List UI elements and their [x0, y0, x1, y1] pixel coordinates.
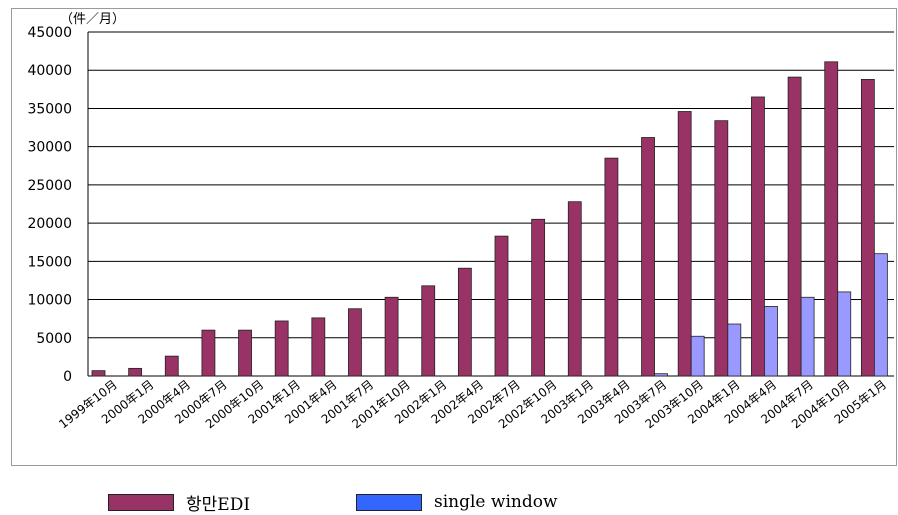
y-tick-label-4: 20000 — [27, 216, 72, 232]
bar-0-15 — [641, 137, 655, 377]
legend-item-edi: 항만EDI — [108, 490, 251, 515]
bar-0-0 — [91, 370, 106, 377]
bar-0-6 — [311, 317, 326, 377]
bar-0-14 — [604, 157, 619, 377]
bar-1-17 — [727, 323, 742, 377]
y-tick-label-6: 30000 — [27, 140, 72, 156]
legend-swatch-single-window — [356, 493, 422, 511]
bar-0-17 — [714, 120, 729, 377]
bar-0-1 — [128, 367, 143, 377]
bar-0-10 — [457, 267, 472, 377]
bar-0-4 — [238, 329, 252, 377]
bar-0-18 — [751, 96, 765, 377]
bar-0-2 — [164, 355, 179, 377]
bar-0-13 — [567, 201, 582, 377]
bar-1-20 — [837, 291, 852, 377]
y-tick-label-2: 10000 — [27, 293, 72, 309]
legend-item-single-window: single window — [356, 490, 558, 514]
legend-swatch-edi — [108, 493, 174, 511]
bar-0-7 — [348, 308, 362, 377]
bar-0-19 — [787, 76, 802, 377]
bar-0-8 — [384, 296, 399, 377]
y-tick-label-0: 0 — [63, 369, 72, 385]
bar-chart: 0 5000 10000 15000 20000 25000 30000 35000 40000… — [27, 12, 894, 431]
bar-0-16 — [677, 111, 692, 377]
bar-1-18 — [764, 306, 778, 377]
legend-label-edi: 항만EDI — [186, 494, 251, 515]
chart-frame — [11, 8, 897, 466]
bar-0-21 — [860, 78, 875, 377]
y-tick-label-1: 5000 — [36, 331, 72, 347]
bar-0-3 — [201, 329, 216, 377]
y-tick-label-3: 15000 — [27, 254, 72, 270]
y-tick-label-5: 25000 — [27, 178, 72, 194]
y-tick-label-8: 40000 — [27, 63, 72, 79]
y-tick-label-7: 35000 — [27, 101, 72, 117]
y-tick-label-9: 45000 — [27, 25, 72, 41]
bar-1-19 — [800, 296, 815, 377]
bar-0-12 — [531, 218, 546, 377]
bar-1-15 — [654, 373, 668, 377]
bar-0-11 — [494, 235, 509, 377]
y-unit-label: （件／月） — [60, 12, 125, 27]
bar-0-20 — [824, 61, 839, 377]
bar-1-21 — [873, 253, 888, 377]
bar-1-16 — [690, 335, 705, 377]
bar-0-9 — [421, 285, 436, 377]
legend-label-single-window: single window — [434, 492, 558, 512]
bar-0-5 — [274, 320, 289, 377]
